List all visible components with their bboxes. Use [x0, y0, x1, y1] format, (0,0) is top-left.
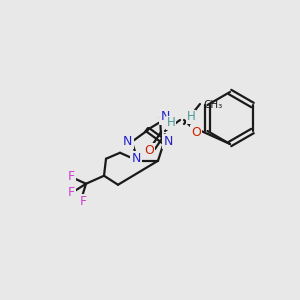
Text: N: N: [123, 135, 133, 148]
Text: F: F: [68, 170, 75, 183]
Text: CH₃: CH₃: [203, 100, 222, 110]
Text: N: N: [131, 152, 141, 165]
Text: F: F: [68, 186, 75, 199]
Text: H: H: [167, 116, 176, 130]
Text: O: O: [191, 125, 201, 139]
Text: O: O: [144, 143, 154, 157]
Text: H: H: [187, 110, 195, 124]
Text: F: F: [80, 195, 87, 208]
Text: N: N: [164, 135, 173, 148]
Text: N: N: [160, 110, 170, 124]
